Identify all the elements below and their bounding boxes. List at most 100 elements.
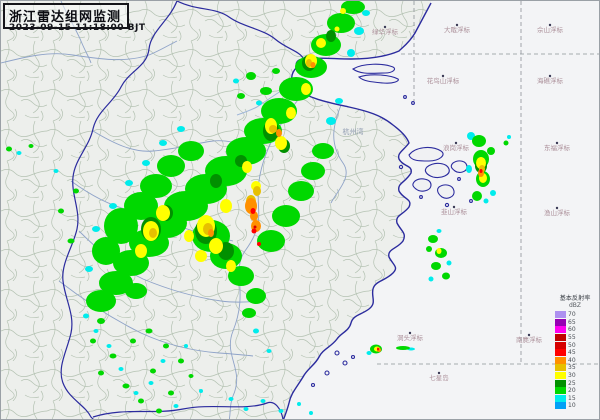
- station-label: 东福浮标: [544, 143, 571, 152]
- legend-level-row: 70: [555, 311, 595, 319]
- legend-value: 60: [568, 326, 576, 334]
- radar-echo-cell: [208, 229, 214, 237]
- radar-echo-cell: [428, 276, 434, 282]
- radar-echo-cell: [93, 329, 99, 333]
- radar-echo-cell: [326, 30, 336, 42]
- station-marker-dot: [437, 371, 441, 375]
- radar-echo-cell: [135, 244, 147, 258]
- legend-value: 25: [568, 379, 576, 387]
- radar-echo-cell: [156, 205, 170, 221]
- radar-echo-cell: [159, 140, 167, 146]
- legend-swatch: [555, 349, 566, 357]
- legend-value: 45: [568, 349, 576, 357]
- station-marker-dot: [555, 141, 559, 145]
- radar-echo-cell: [288, 181, 314, 201]
- radar-echo-cell: [366, 351, 372, 355]
- radar-echo-cell: [312, 143, 334, 159]
- radar-echo-cell: [347, 49, 355, 57]
- station-label: 韭山浮标: [441, 207, 468, 216]
- radar-echo-cell: [184, 344, 188, 348]
- radar-echo-cell: [109, 353, 117, 359]
- radar-echo-cell: [124, 192, 158, 220]
- radar-echo-cell: [145, 328, 153, 334]
- legend-swatch: [555, 341, 566, 349]
- radar-echo-cell: [243, 407, 249, 411]
- radar-echo-cell: [209, 238, 223, 254]
- radar-echo-cell: [335, 98, 343, 104]
- county-boundaries: [1, 1, 431, 419]
- legend-value: 10: [568, 402, 576, 410]
- radar-echo-cell: [130, 338, 136, 344]
- radar-echo-cell: [426, 246, 432, 252]
- radar-echo-cell: [125, 283, 147, 299]
- legend-title: 基本反射率: [559, 294, 591, 302]
- station-marker-dot: [441, 74, 445, 78]
- station-marker-dot: [548, 23, 552, 27]
- radar-echo-cell: [276, 129, 282, 137]
- radar-echo-cell: [210, 174, 222, 188]
- radar-echo-cell: [177, 126, 185, 132]
- radar-echo-cell: [199, 389, 203, 393]
- station-marker-dot: [548, 74, 552, 78]
- legend-level-row: 35: [555, 364, 595, 372]
- radar-echo-cell: [472, 191, 482, 201]
- radar-echo-cell: [251, 228, 257, 234]
- radar-echo-cell: [431, 262, 441, 270]
- station-marker-dot: [527, 333, 531, 337]
- legend-level-row: 40: [555, 356, 595, 365]
- legend-swatch: [555, 379, 566, 387]
- reflectivity-legend: 基本反射率 dBZ 70 65 60 55 50 45 40 35 30 25 20 15 10: [555, 292, 595, 410]
- radar-echo-cell: [90, 338, 96, 344]
- legend-level-row: 55: [555, 334, 595, 342]
- legend-swatch: [555, 402, 566, 410]
- radar-echo-cell: [253, 225, 257, 229]
- legend-swatch: [555, 326, 566, 334]
- latlon-grid: [377, 1, 599, 365]
- radar-echo-cell: [133, 391, 139, 395]
- radar-echo-cell: [99, 271, 133, 295]
- radar-echo-cell: [178, 141, 204, 161]
- legend-value: 20: [568, 387, 576, 395]
- station-label: 绿华浮标: [372, 27, 399, 36]
- radar-echo-cell: [242, 161, 252, 173]
- radar-echo-cell: [490, 190, 496, 196]
- legend-value: 35: [568, 364, 576, 372]
- legend-value: 30: [568, 372, 576, 380]
- radar-echo-cell: [242, 308, 256, 318]
- radar-echo-cell: [97, 318, 105, 324]
- radar-echo-cell: [122, 383, 130, 389]
- radar-echo-cell: [92, 237, 120, 265]
- radar-echo-cell: [53, 169, 59, 173]
- legend-swatch: [555, 356, 566, 364]
- station-label: 浪岗浮标: [443, 143, 470, 152]
- legend-level-row: 15: [555, 394, 595, 403]
- radar-echo-cell: [86, 290, 116, 312]
- radar-echo-cell: [148, 381, 154, 385]
- radar-echo-cell: [286, 107, 296, 119]
- station-label: 佘山浮标: [537, 25, 564, 34]
- radar-echo-cell: [327, 13, 355, 33]
- radar-echo-cell: [246, 72, 256, 80]
- radar-echo-cell: [188, 374, 194, 378]
- radar-echo-cell: [109, 203, 117, 209]
- radar-echo-cell: [256, 100, 262, 106]
- legend-level-row: 50: [555, 341, 595, 349]
- radar-echo-cell: [138, 398, 144, 404]
- station-marker-dot: [452, 205, 456, 209]
- station-marker-dot: [454, 141, 458, 145]
- radar-echo-cell: [297, 402, 301, 406]
- legend-value: 15: [568, 394, 576, 402]
- station-marker-dot: [455, 23, 459, 27]
- radar-echo-cell: [178, 358, 184, 364]
- station-label: 七星岛: [429, 373, 449, 382]
- legend-value: 40: [568, 356, 576, 364]
- station-marker-dot: [383, 25, 387, 29]
- radar-echo-cell: [311, 34, 341, 56]
- radar-echo-cell: [266, 349, 272, 353]
- radar-echo-cell: [472, 135, 486, 147]
- station-label: 大戢浮标: [444, 25, 471, 34]
- hangzhou-bay-label: 杭州湾: [343, 127, 364, 136]
- radar-echo-cell: [301, 83, 311, 95]
